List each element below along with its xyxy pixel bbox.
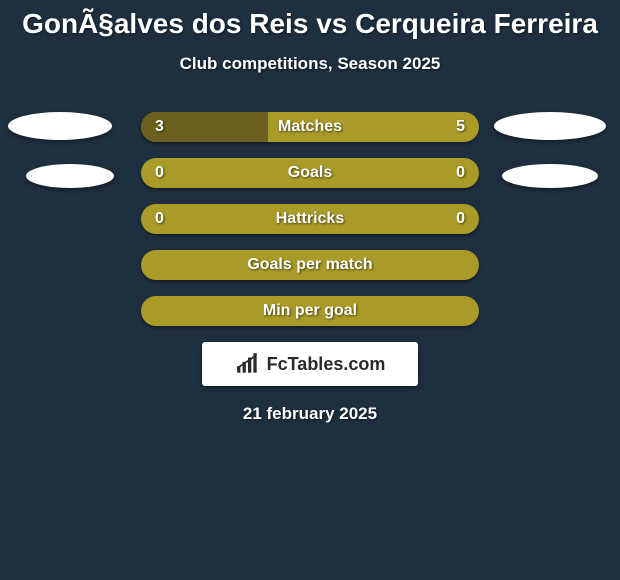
bar-value-right: 0 bbox=[456, 204, 465, 234]
logo-text: FcTables.com bbox=[267, 354, 386, 375]
bar-row-matches: 3 Matches 5 bbox=[141, 112, 479, 142]
bar-row-goals: 0 Goals 0 bbox=[141, 158, 479, 188]
bar-label: Min per goal bbox=[141, 296, 479, 326]
bar-value-right: 5 bbox=[456, 112, 465, 142]
player-left-ellipse-1 bbox=[8, 112, 112, 140]
comparison-chart: 3 Matches 5 0 Goals 0 0 Hattricks 0 Goal… bbox=[0, 112, 620, 424]
bar-label: Matches bbox=[141, 112, 479, 142]
player-right-ellipse-1 bbox=[494, 112, 606, 140]
bar-row-hattricks: 0 Hattricks 0 bbox=[141, 204, 479, 234]
bar-label: Goals bbox=[141, 158, 479, 188]
subtitle: Club competitions, Season 2025 bbox=[0, 54, 620, 74]
date-label: 21 february 2025 bbox=[0, 404, 620, 424]
chart-icon bbox=[235, 353, 261, 375]
bar-label: Goals per match bbox=[141, 250, 479, 280]
bar-label: Hattricks bbox=[141, 204, 479, 234]
page-title: GonÃ§alves dos Reis vs Cerqueira Ferreir… bbox=[0, 0, 620, 40]
bar-value-right: 0 bbox=[456, 158, 465, 188]
fctables-logo: FcTables.com bbox=[202, 342, 418, 386]
player-right-ellipse-2 bbox=[502, 164, 598, 188]
player-left-ellipse-2 bbox=[26, 164, 114, 188]
bar-row-min-per-goal: Min per goal bbox=[141, 296, 479, 326]
bar-row-goals-per-match: Goals per match bbox=[141, 250, 479, 280]
